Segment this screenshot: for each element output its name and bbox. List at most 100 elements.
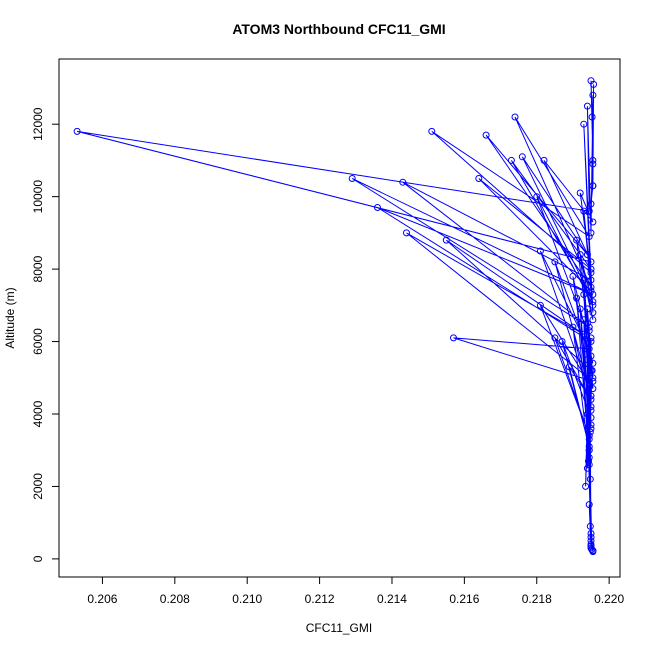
data-point [442,236,450,244]
data-point [585,323,593,331]
data-point [587,269,595,277]
x-tick-label: 0.220 [594,592,624,606]
data-point [588,546,596,553]
data-point [450,334,457,342]
y-tick-label: 4000 [31,400,45,427]
data-point [587,540,595,548]
data-point [587,392,595,400]
data-point [585,207,593,215]
data-layer [73,77,598,556]
data-point [586,428,594,436]
data-point [533,193,541,201]
data-point [348,175,356,182]
x-tick-label: 0.206 [87,592,117,606]
y-axis: 0 2000 4000 6000 8000 10000 12000 [31,107,60,562]
data-point [428,127,436,135]
x-tick-label: 0.208 [160,592,190,606]
data-point [569,272,577,280]
y-tick-label: 8000 [31,255,45,282]
data-point [585,381,593,389]
data-point [589,385,597,393]
data-point [587,229,595,237]
data-point [589,359,597,367]
data-point [585,461,593,469]
data-point [589,377,597,385]
data-point [573,294,581,302]
data-point [587,77,595,85]
data-point [585,443,593,451]
data-point [585,233,593,240]
data-point [587,533,595,541]
data-point [518,153,526,161]
series-line [76,80,595,552]
data-point [582,482,590,490]
data-point [580,291,588,298]
data-point [589,298,597,306]
data-point [583,305,591,313]
data-point [551,334,559,342]
data-point [511,113,519,121]
data-point [587,352,595,360]
data-point [583,102,591,110]
data-point [587,425,595,432]
data-point [580,316,588,324]
data-point [587,258,595,266]
data-point [536,247,544,255]
x-tick-label: 0.216 [449,592,479,606]
data-point [587,283,595,291]
data-point [536,301,544,309]
data-point [587,537,595,545]
data-point [569,323,577,331]
data-point [587,406,595,414]
data-point [583,319,591,327]
data-point [586,522,594,530]
x-axis-label: CFC11_GMI [306,621,372,635]
data-point [587,367,595,374]
data-point [580,120,588,128]
data-point [580,276,588,284]
data-point [585,457,592,465]
x-tick-label: 0.212 [305,592,335,606]
data-point [580,330,588,338]
data-point [587,421,595,429]
x-tick-label: 0.214 [377,592,407,606]
data-point [587,403,595,411]
data-point [585,345,593,353]
chart-title: ATOM3 Northbound CFC11_GMI [232,21,445,37]
data-point [589,160,597,168]
data-point [585,454,593,461]
data-point [551,258,559,266]
data-point [576,305,584,313]
data-point [576,251,584,259]
data-point [585,435,593,443]
data-point [589,291,597,298]
y-tick-label: 0 [31,555,45,562]
data-point [403,229,410,237]
data-point [587,414,595,422]
x-tick-label: 0.210 [232,592,262,606]
data-point [73,127,81,135]
data-point [576,189,584,197]
x-axis: 0.206 0.208 0.210 0.212 0.214 0.216 0.218 0.220 [87,576,624,606]
data-point [583,464,591,472]
data-point [589,182,597,190]
data-point [587,287,595,295]
data-point [587,396,595,403]
data-point [585,501,593,509]
y-axis-label: Altitude (m) [3,287,17,348]
data-point [585,327,593,335]
data-point [587,530,595,537]
data-point [586,475,594,483]
data-point [475,175,483,182]
plot-frame [58,58,621,578]
data-point [589,301,597,309]
data-point [573,236,581,244]
y-tick-label: 10000 [31,180,45,214]
data-point [507,156,515,164]
data-point [583,356,591,364]
x-tick-label: 0.218 [522,592,552,606]
data-point [589,374,597,382]
data-point [585,446,593,454]
data-point [583,251,591,259]
data-point [583,410,591,418]
